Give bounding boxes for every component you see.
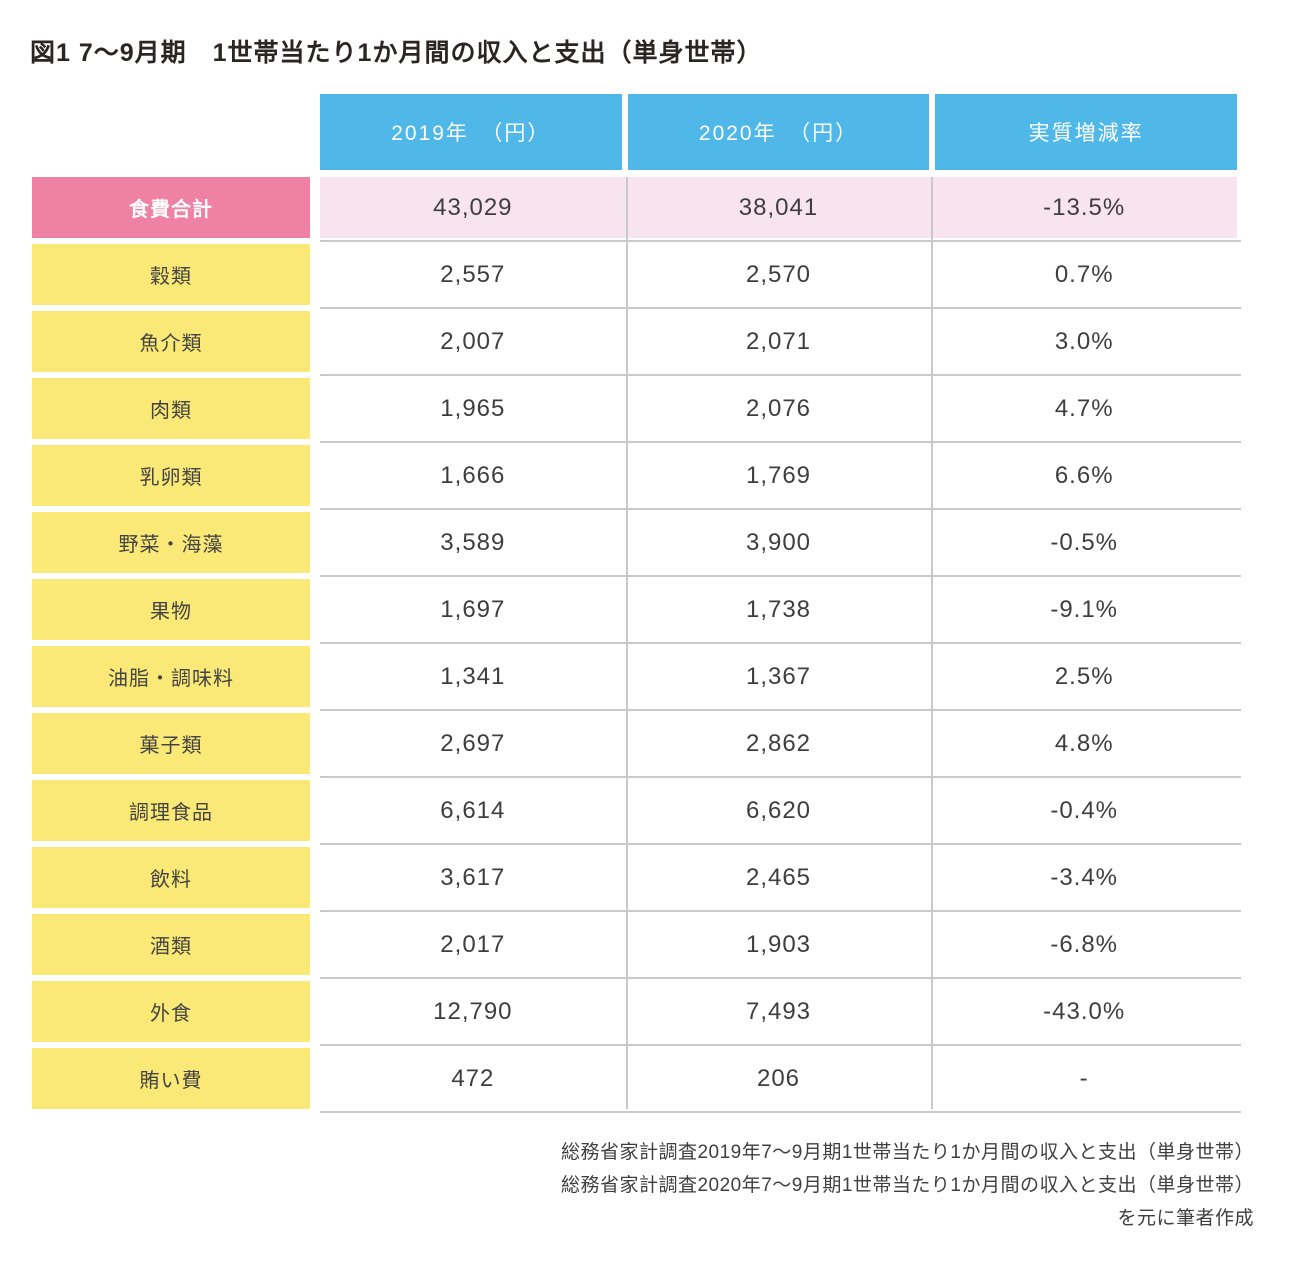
cell-value-2019: 6,614 xyxy=(440,796,506,824)
table-row: 菓子類 2,697 2,862 4.8% xyxy=(32,713,1241,778)
row-label: 野菜・海藻 xyxy=(32,512,310,573)
row-label: 賄い費 xyxy=(32,1048,310,1109)
table-row-total: 食費合計 43,029 38,041 -13.5% xyxy=(32,177,1241,242)
cell-value-2020: 1,367 xyxy=(745,662,812,690)
cell-value-2020: 6,620 xyxy=(745,796,812,824)
cell-value-2020: 7,493 xyxy=(745,997,812,1025)
cell-value-2019: 1,697 xyxy=(440,595,506,623)
cell-value-2019: 12,790 xyxy=(433,997,513,1025)
figure-title: 図1 7～9月期 1世帯当たり1か月間の収入と支出（単身世帯） xyxy=(30,39,763,67)
row-cells: 3,617 2,465 -3.4% xyxy=(320,847,1237,908)
row-label: 穀類 xyxy=(32,244,310,305)
row-cells: 1,697 1,738 -9.1% xyxy=(320,579,1237,640)
cell-value-2019: 472 xyxy=(451,1064,495,1092)
cell-value-2019: 43,029 xyxy=(433,193,513,221)
table-row: 魚介類 2,007 2,071 3.0% xyxy=(32,311,1241,376)
cell-real-change-rate: -6.8% xyxy=(1050,930,1119,958)
cell-value-2019: 1,341 xyxy=(440,662,506,690)
cell-real-change-rate: 4.7% xyxy=(1054,394,1114,422)
cell-value-2020: 1,903 xyxy=(745,930,812,958)
table-header-row: 2019年 （円） 2020年 （円） 実質増減率 xyxy=(32,94,1238,170)
table-vertical-divider-1 xyxy=(625,177,628,1109)
cell-real-change-rate: - xyxy=(1079,1064,1089,1092)
column-header-2020: 2020年 （円） xyxy=(627,94,930,170)
table-row: 調理食品 6,614 6,620 -0.4% xyxy=(32,780,1241,845)
table-row: 果物 1,697 1,738 -9.1% xyxy=(32,579,1241,644)
cell-value-2020: 2,071 xyxy=(745,327,812,355)
row-label: 飲料 xyxy=(32,847,310,908)
cell-value-2020: 206 xyxy=(756,1064,801,1092)
row-label: 肉類 xyxy=(32,378,310,439)
table-row: 飲料 3,617 2,465 -3.4% xyxy=(32,847,1241,912)
cell-value-2020: 1,738 xyxy=(745,595,812,623)
row-label: 外食 xyxy=(32,981,310,1042)
source-note-line-3: を元に筆者作成 xyxy=(1117,1208,1254,1229)
row-cells: 1,965 2,076 4.7% xyxy=(320,378,1237,439)
cell-value-2019: 2,007 xyxy=(440,327,506,355)
column-header-real-change-rate: 実質増減率 xyxy=(935,94,1238,170)
table-row: 油脂・調味料 1,341 1,367 2.5% xyxy=(32,646,1241,711)
cell-value-2019: 3,617 xyxy=(440,863,506,891)
table-row: 賄い費 472 206 - xyxy=(32,1048,1241,1113)
row-cells: 1,341 1,367 2.5% xyxy=(320,646,1237,707)
header-spacer xyxy=(32,94,314,170)
cell-real-change-rate: 0.7% xyxy=(1054,260,1114,288)
cell-real-change-rate: -43.0% xyxy=(1043,997,1126,1025)
cell-real-change-rate: -0.4% xyxy=(1050,796,1119,824)
row-label: 乳卵類 xyxy=(32,445,310,506)
cell-value-2020: 2,570 xyxy=(745,260,812,288)
row-cells: 2,017 1,903 -6.8% xyxy=(320,914,1237,975)
table-row: 野菜・海藻 3,589 3,900 -0.5% xyxy=(32,512,1241,577)
table-rows: 食費合計 43,029 38,041 -13.5% 穀類 2,557 2,570 0.7% 魚介… xyxy=(32,177,1241,1113)
row-label: 食費合計 xyxy=(32,177,310,238)
cell-value-2019: 1,666 xyxy=(440,461,506,489)
cell-real-change-rate: -0.5% xyxy=(1050,528,1119,556)
row-cells: 2,007 2,071 3.0% xyxy=(320,311,1237,372)
source-note: 総務省家計調査2019年7～9月期1世帯当たり1か月間の収入と支出（単身世帯） … xyxy=(561,1136,1254,1235)
row-label: 調理食品 xyxy=(32,780,310,841)
cell-value-2020: 2,076 xyxy=(745,394,812,422)
row-cells: 472 206 - xyxy=(320,1048,1237,1109)
cell-value-2019: 1,965 xyxy=(440,394,506,422)
row-cells: 3,589 3,900 -0.5% xyxy=(320,512,1237,573)
row-cells: 2,697 2,862 4.8% xyxy=(320,713,1237,774)
cell-real-change-rate: 6.6% xyxy=(1054,461,1114,489)
cell-value-2020: 2,465 xyxy=(745,863,812,891)
row-label: 酒類 xyxy=(32,914,310,975)
cell-value-2019: 3,589 xyxy=(440,528,506,556)
cell-value-2020: 38,041 xyxy=(738,193,819,221)
row-cells: 43,029 38,041 -13.5% xyxy=(320,177,1237,238)
table-row: 乳卵類 1,666 1,769 6.6% xyxy=(32,445,1241,510)
table-row: 肉類 1,965 2,076 4.7% xyxy=(32,378,1241,443)
row-label: 魚介類 xyxy=(32,311,310,372)
cell-value-2020: 3,900 xyxy=(745,528,812,556)
cell-real-change-rate: -9.1% xyxy=(1050,595,1119,623)
source-note-line-1: 総務省家計調査2019年7～9月期1世帯当たり1か月間の収入と支出（単身世帯） xyxy=(560,1142,1254,1163)
cell-real-change-rate: 4.8% xyxy=(1054,729,1114,757)
source-note-line-2: 総務省家計調査2020年7～9月期1世帯当たり1か月間の収入と支出（単身世帯） xyxy=(560,1175,1254,1196)
cell-real-change-rate: -3.4% xyxy=(1050,863,1119,891)
data-table: 2019年 （円） 2020年 （円） 実質増減率 食費合計 43,029 38,0… xyxy=(32,94,1241,1115)
cell-value-2019: 2,017 xyxy=(440,930,506,958)
cell-value-2019: 2,557 xyxy=(440,260,506,288)
row-label: 果物 xyxy=(32,579,310,640)
row-cells: 1,666 1,769 6.6% xyxy=(320,445,1237,506)
table-row: 酒類 2,017 1,903 -6.8% xyxy=(32,914,1241,979)
cell-real-change-rate: -13.5% xyxy=(1043,193,1126,221)
table-row: 穀類 2,557 2,570 0.7% xyxy=(32,244,1241,309)
row-cells: 2,557 2,570 0.7% xyxy=(320,244,1237,305)
cell-real-change-rate: 3.0% xyxy=(1054,327,1114,355)
row-cells: 12,790 7,493 -43.0% xyxy=(320,981,1237,1042)
row-cells: 6,614 6,620 -0.4% xyxy=(320,780,1237,841)
table-row: 外食 12,790 7,493 -43.0% xyxy=(32,981,1241,1046)
table-vertical-divider-2 xyxy=(931,177,934,1109)
cell-value-2020: 1,769 xyxy=(745,461,812,489)
column-header-2019: 2019年 （円） xyxy=(320,94,622,170)
cell-value-2019: 2,697 xyxy=(440,729,506,757)
row-label: 菓子類 xyxy=(32,713,310,774)
cell-real-change-rate: 2.5% xyxy=(1054,662,1114,690)
cell-value-2020: 2,862 xyxy=(745,729,812,757)
row-label: 油脂・調味料 xyxy=(32,646,310,707)
